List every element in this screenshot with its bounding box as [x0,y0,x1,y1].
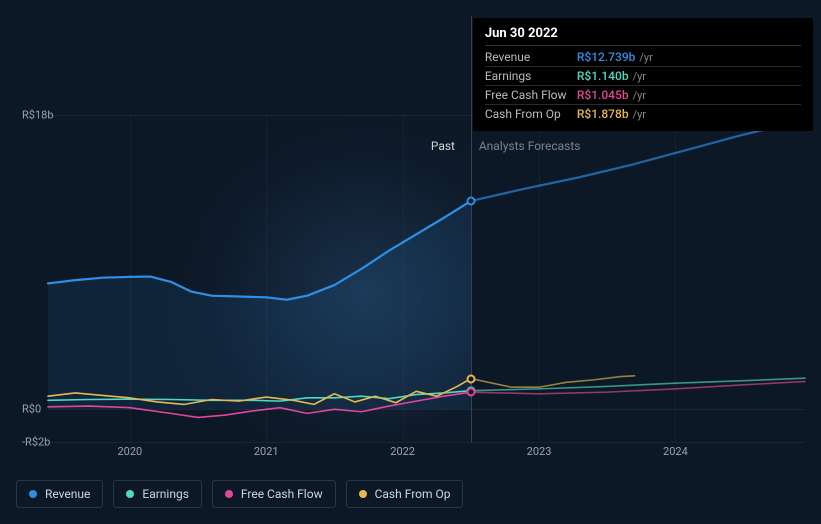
legend-item-cfo[interactable]: Cash From Op [346,480,464,508]
tooltip-date: Jun 30 2022 [485,26,801,46]
legend-swatch-icon [29,490,37,498]
tooltip-row-label: Cash From Op [485,107,577,121]
tooltip-row-suffix: /yr [639,51,652,64]
y-axis-label: R$0 [22,403,41,416]
tooltip-row: Free Cash FlowR$1.045b/yr [485,86,801,105]
legend-item-label: Revenue [45,487,90,501]
legend-item-label: Free Cash Flow [241,487,323,501]
tooltip-row: Cash From OpR$1.878b/yr [485,105,801,123]
tooltip-row-label: Revenue [485,50,577,64]
legend-item-fcf[interactable]: Free Cash Flow [212,480,336,508]
tooltip-row-suffix: /yr [633,89,646,102]
y-axis-label: R$18b [22,109,54,122]
tooltip-row-label: Earnings [485,69,577,83]
vgridline [130,115,131,442]
tooltip-rows: RevenueR$12.739b/yrEarningsR$1.140b/yrFr… [485,48,801,123]
legend-item-earnings[interactable]: Earnings [113,480,202,508]
tooltip-row: RevenueR$12.739b/yr [485,48,801,67]
financials-chart: Past Analysts Forecasts Jun 30 2022 Reve… [16,16,805,508]
legend-swatch-icon [359,490,367,498]
vgridline [675,115,676,442]
vgridline [539,115,540,442]
series-forecast-revenue[interactable] [471,120,805,201]
marker-revenue [466,197,475,206]
legend: Revenue Earnings Free Cash Flow Cash From O… [16,480,463,508]
legend-item-revenue[interactable]: Revenue [16,480,103,508]
gridline [48,442,805,443]
vgridline [403,115,404,442]
tooltip-row-value: R$1.045b [577,88,629,102]
chart-tooltip: Jun 30 2022 RevenueR$12.739b/yrEarningsR… [473,18,813,131]
y-axis-label: -R$2b [22,436,50,449]
legend-item-label: Earnings [142,487,189,501]
x-axis-label: 2024 [663,445,688,458]
tooltip-row-suffix: /yr [633,70,646,83]
legend-swatch-icon [126,490,134,498]
legend-swatch-icon [225,490,233,498]
vgridline [266,115,267,442]
x-axis-label: 2022 [390,445,415,458]
tooltip-row-value: R$1.878b [577,107,629,121]
x-axis-label: 2023 [527,445,552,458]
tooltip-row-value: R$1.140b [577,69,629,83]
x-axis-label: 2021 [254,445,279,458]
x-axis-label: 2020 [117,445,142,458]
tooltip-row-value: R$12.739b [577,50,636,64]
tooltip-row: EarningsR$1.140b/yr [485,67,801,86]
tooltip-row-suffix: /yr [633,108,646,121]
gridline [48,409,805,410]
revenue-area [48,201,471,409]
legend-item-label: Cash From Op [375,487,451,501]
marker-cfo [466,374,475,383]
tooltip-row-label: Free Cash Flow [485,88,577,102]
marker-fcf [466,388,475,397]
